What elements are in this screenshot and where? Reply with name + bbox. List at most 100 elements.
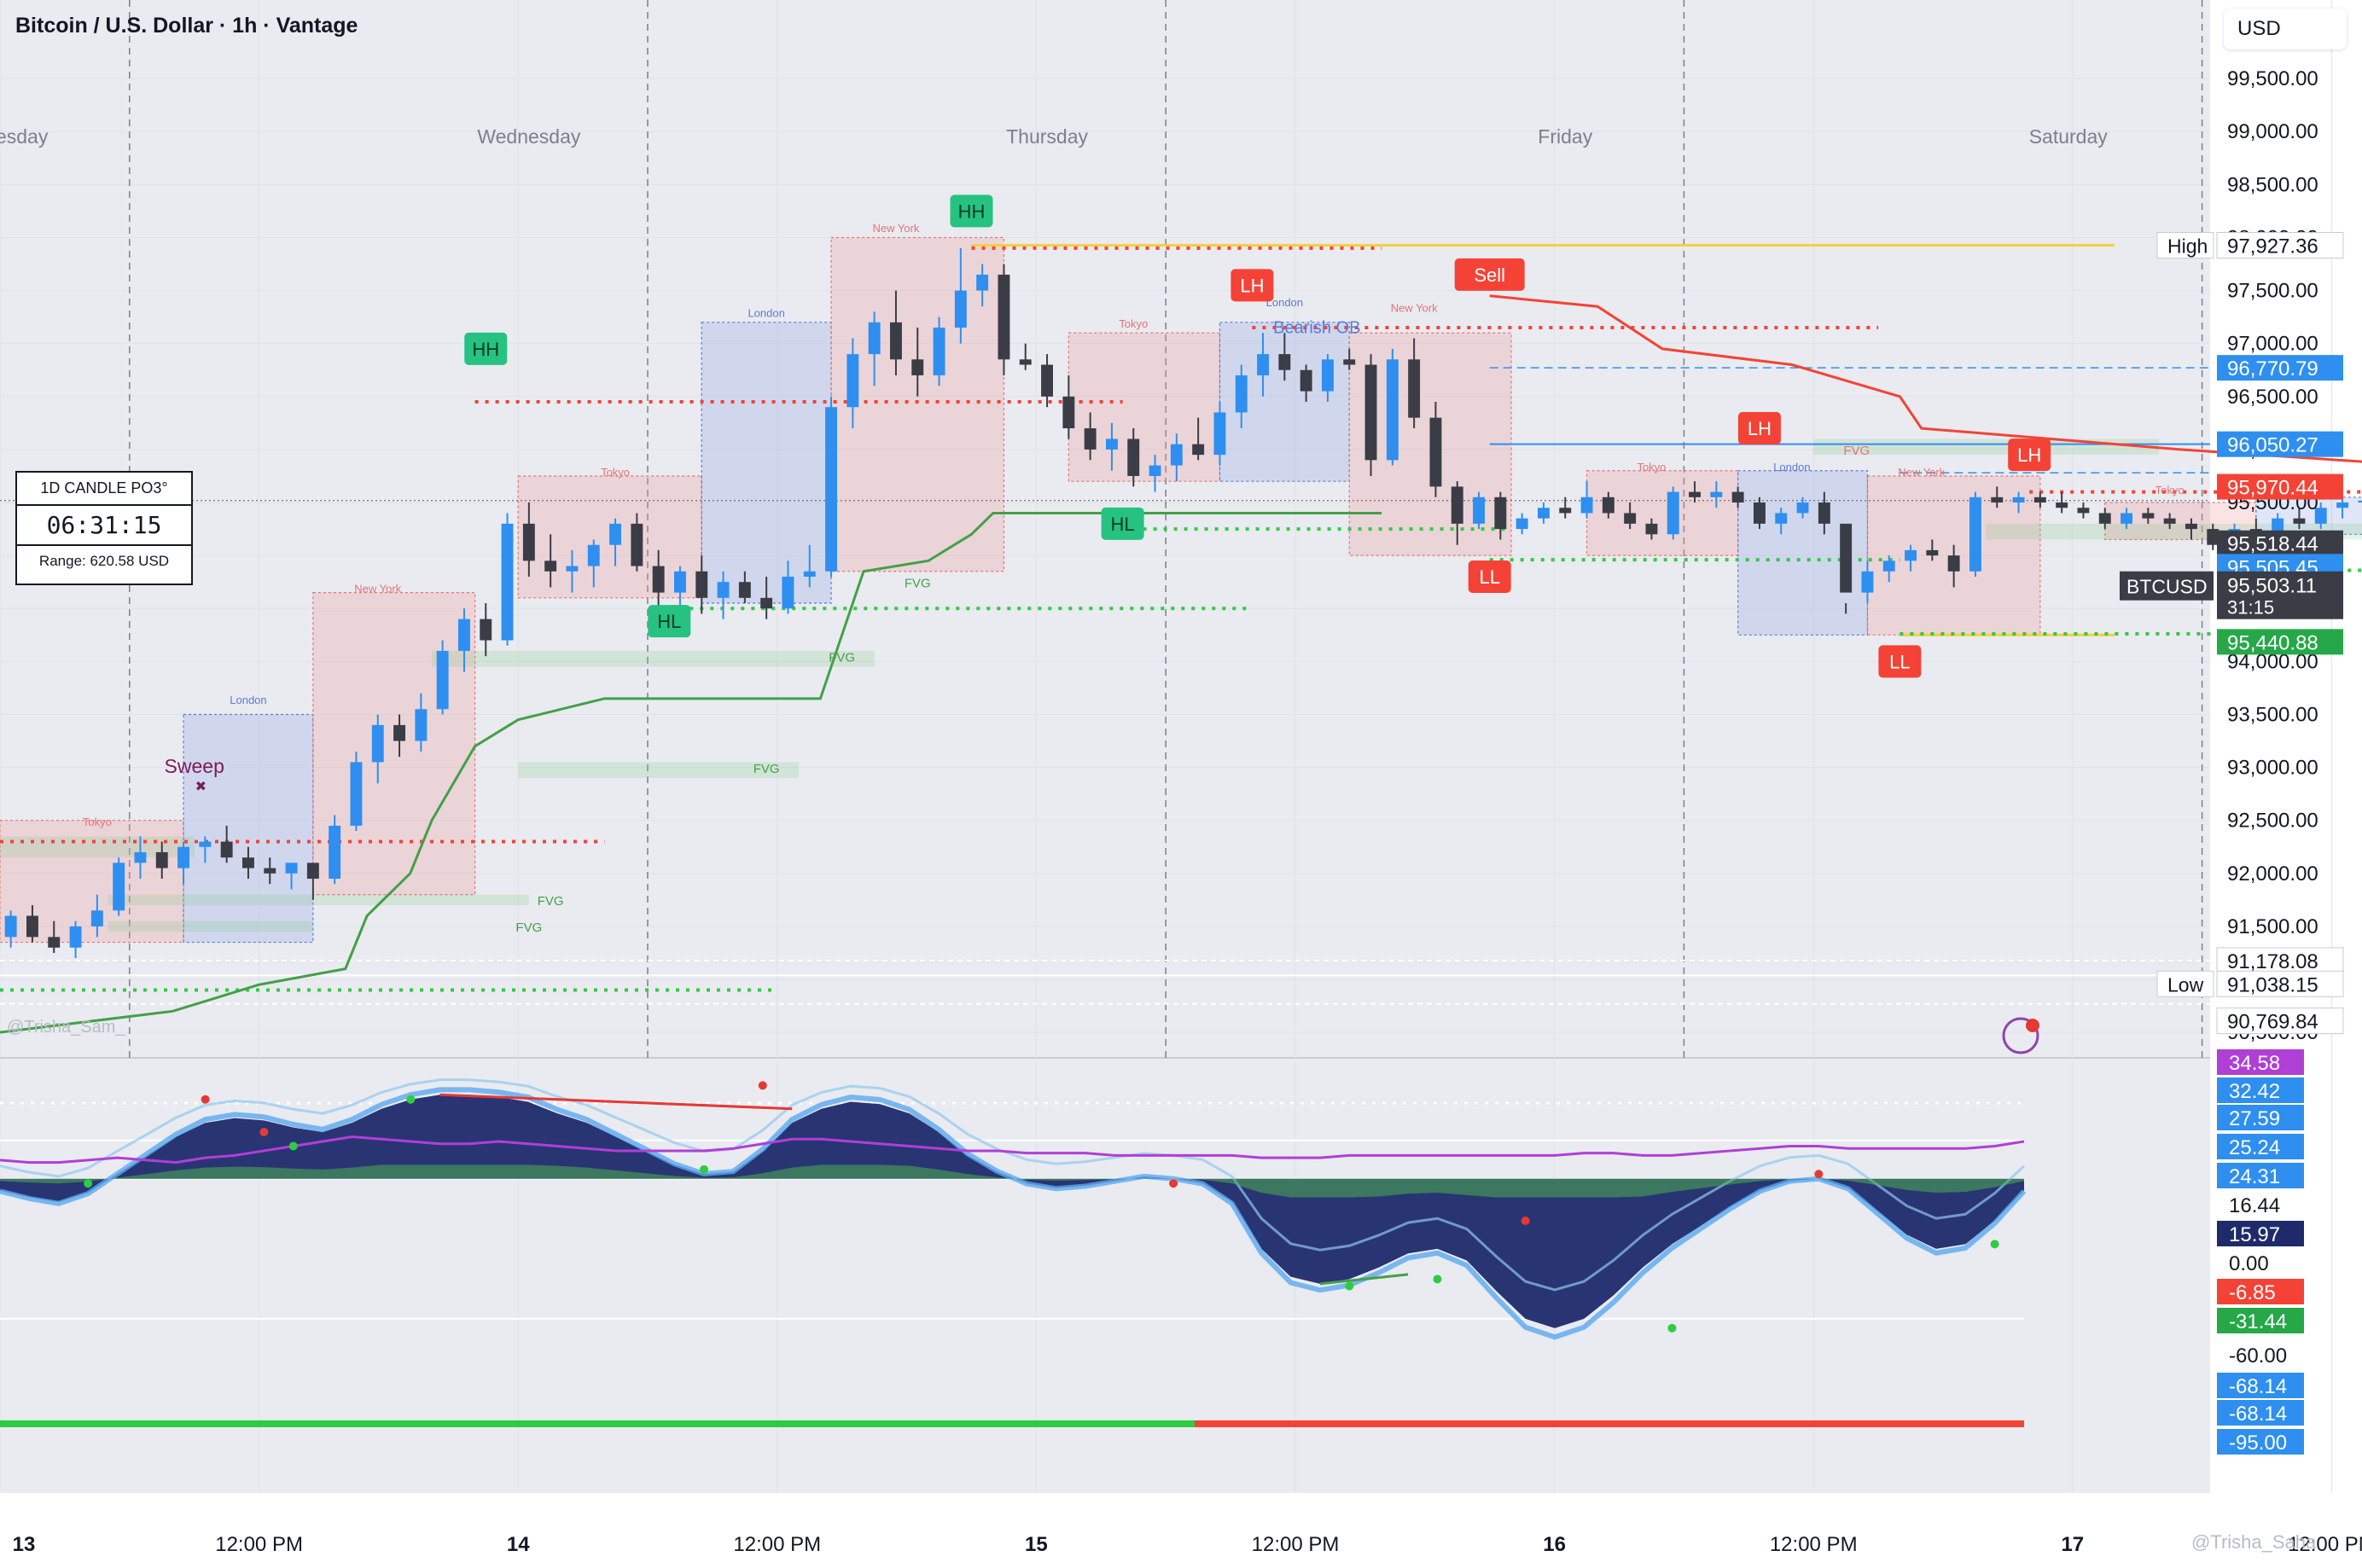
badge-text: Sell <box>1474 264 1505 286</box>
chart-text-label: FVG <box>515 920 542 935</box>
candle-body <box>113 862 125 911</box>
session-box <box>701 322 832 604</box>
chart-text-label: London <box>748 307 784 320</box>
price-tick-label: 92,500.00 <box>2227 810 2318 833</box>
osc-value-tag: 15.97 <box>2229 1223 2280 1246</box>
current-price-tag-value: 95,503.11 <box>2227 575 2317 598</box>
osc-value-tag: -6.85 <box>2229 1281 2276 1304</box>
candle-body <box>2272 518 2284 535</box>
chart-title: Bitcoin / U.S. Dollar · 1h · Vantage <box>15 14 358 38</box>
chart-text-label: London <box>230 694 266 706</box>
candle-body <box>1731 491 1744 503</box>
trend-bar-bull <box>0 1420 1195 1427</box>
price-tick-label: 97,500.00 <box>2227 280 2318 303</box>
price-tag-box <box>2217 431 2343 457</box>
candle-body <box>1386 359 1399 461</box>
price-tag-name: Low <box>2167 973 2204 996</box>
time-tick-label: 15 <box>1025 1533 1048 1556</box>
osc-value-tag-box <box>2217 1163 2304 1188</box>
candle-body <box>1947 555 1960 572</box>
osc-wave-area <box>0 1095 2024 1328</box>
price-tick-label: 99,000.00 <box>2227 120 2318 143</box>
price-grid <box>129 0 2332 1493</box>
osc-value-tag: 25.24 <box>2229 1136 2280 1159</box>
candle-body <box>1300 369 1312 392</box>
candle-body <box>1364 364 1377 461</box>
osc-value-tag-box <box>2217 1221 2304 1246</box>
osc-signal-dot <box>1814 1170 1824 1179</box>
time-tick-label: 17 <box>2061 1533 2084 1556</box>
candle-body <box>652 566 665 593</box>
candle-body <box>285 862 298 874</box>
candle-body <box>609 523 622 545</box>
osc-value-tag-box <box>2217 1429 2304 1455</box>
candle-body <box>1796 502 1809 514</box>
candle-body <box>1602 497 1614 514</box>
fvg-zone <box>1813 438 2159 456</box>
candle-body <box>1753 502 1766 524</box>
osc-signal-dot <box>406 1095 416 1104</box>
price-tag-name-box <box>2156 970 2214 997</box>
price-tag-value: 91,038.15 <box>2227 973 2318 996</box>
candle-body <box>2163 518 2176 524</box>
chart-text-label: FVG <box>1843 444 1870 458</box>
candle-body <box>976 274 989 291</box>
osc-signal-dot <box>201 1095 210 1104</box>
osc-signal-dot <box>758 1081 767 1090</box>
candle-body <box>998 274 1010 360</box>
osc-value-tag: -31.44 <box>2229 1310 2287 1333</box>
candle-body <box>2207 529 2219 545</box>
badge-text: LH <box>1748 418 1772 439</box>
osc-value-tag: 27.59 <box>2229 1107 2280 1130</box>
symbol-tag-name: BTCUSD <box>2126 576 2208 598</box>
price-tag-name: High <box>2167 235 2208 257</box>
osc-flow-band <box>0 1164 2024 1198</box>
time-tick-label: 13 <box>13 1533 36 1556</box>
badge-box <box>648 605 691 638</box>
fvg-zone <box>108 920 313 932</box>
badge-box <box>1101 507 1144 540</box>
structure-badge-red: Sell <box>1454 258 1525 291</box>
candle-body <box>501 523 514 641</box>
chart-text-label: FVG <box>905 576 931 590</box>
osc-signal-dot <box>259 1128 269 1137</box>
candle-body <box>1537 508 1550 519</box>
badge-box <box>464 332 508 365</box>
time-tick-label: 12:00 PM <box>733 1533 821 1556</box>
badge-text: HL <box>657 611 681 632</box>
osc-divergence-line-green <box>1319 1273 1409 1286</box>
day-label: Tuesday <box>0 125 49 148</box>
info-box-title: 1D CANDLE PO3° <box>40 479 168 497</box>
candle-body <box>1429 417 1442 487</box>
candle-body <box>1451 486 1463 524</box>
badge-text: HL <box>1111 514 1135 535</box>
badge-text: LH <box>2017 444 2041 466</box>
osc-purple-line <box>0 1135 2025 1164</box>
oscillator-pane: 34.58 32.42 27.59 25.24 24.31 16.44 15.97 0.00 -… <box>0 1049 2304 1455</box>
chart-text-label: FVG <box>829 650 855 665</box>
day-label: Saturday <box>2029 125 2109 148</box>
chart-text-label: London <box>1773 461 1810 473</box>
badge-text: LL <box>1479 566 1499 588</box>
candle-body <box>1882 560 1895 572</box>
candle-body <box>544 560 557 572</box>
chart-text-label: Tokyo <box>1637 461 1666 473</box>
badge-box <box>2008 438 2051 472</box>
osc-value-tag: 24.31 <box>2229 1165 2280 1188</box>
candle-body <box>1041 364 1054 397</box>
candle-body <box>1062 396 1075 429</box>
price-tick-label: 93,000.00 <box>2227 757 2318 780</box>
chart-text-label: Tokyo <box>1119 317 1148 330</box>
osc-signal-dot <box>84 1179 93 1188</box>
structure-badge-red: LL <box>1878 645 1922 678</box>
red-trailing-line <box>1489 294 2362 463</box>
candle-body <box>825 407 838 572</box>
current-price-tag-box <box>2217 571 2343 619</box>
price-tag-box <box>2216 947 2344 974</box>
chart-text-label: London <box>1266 296 1303 309</box>
currency-button[interactable]: USD <box>2224 9 2347 49</box>
watermark: @Trisha_Saha <box>2191 1531 2317 1553</box>
osc-value-tag: -68.14 <box>2229 1375 2287 1398</box>
time-tick-label: 14 <box>507 1533 530 1556</box>
